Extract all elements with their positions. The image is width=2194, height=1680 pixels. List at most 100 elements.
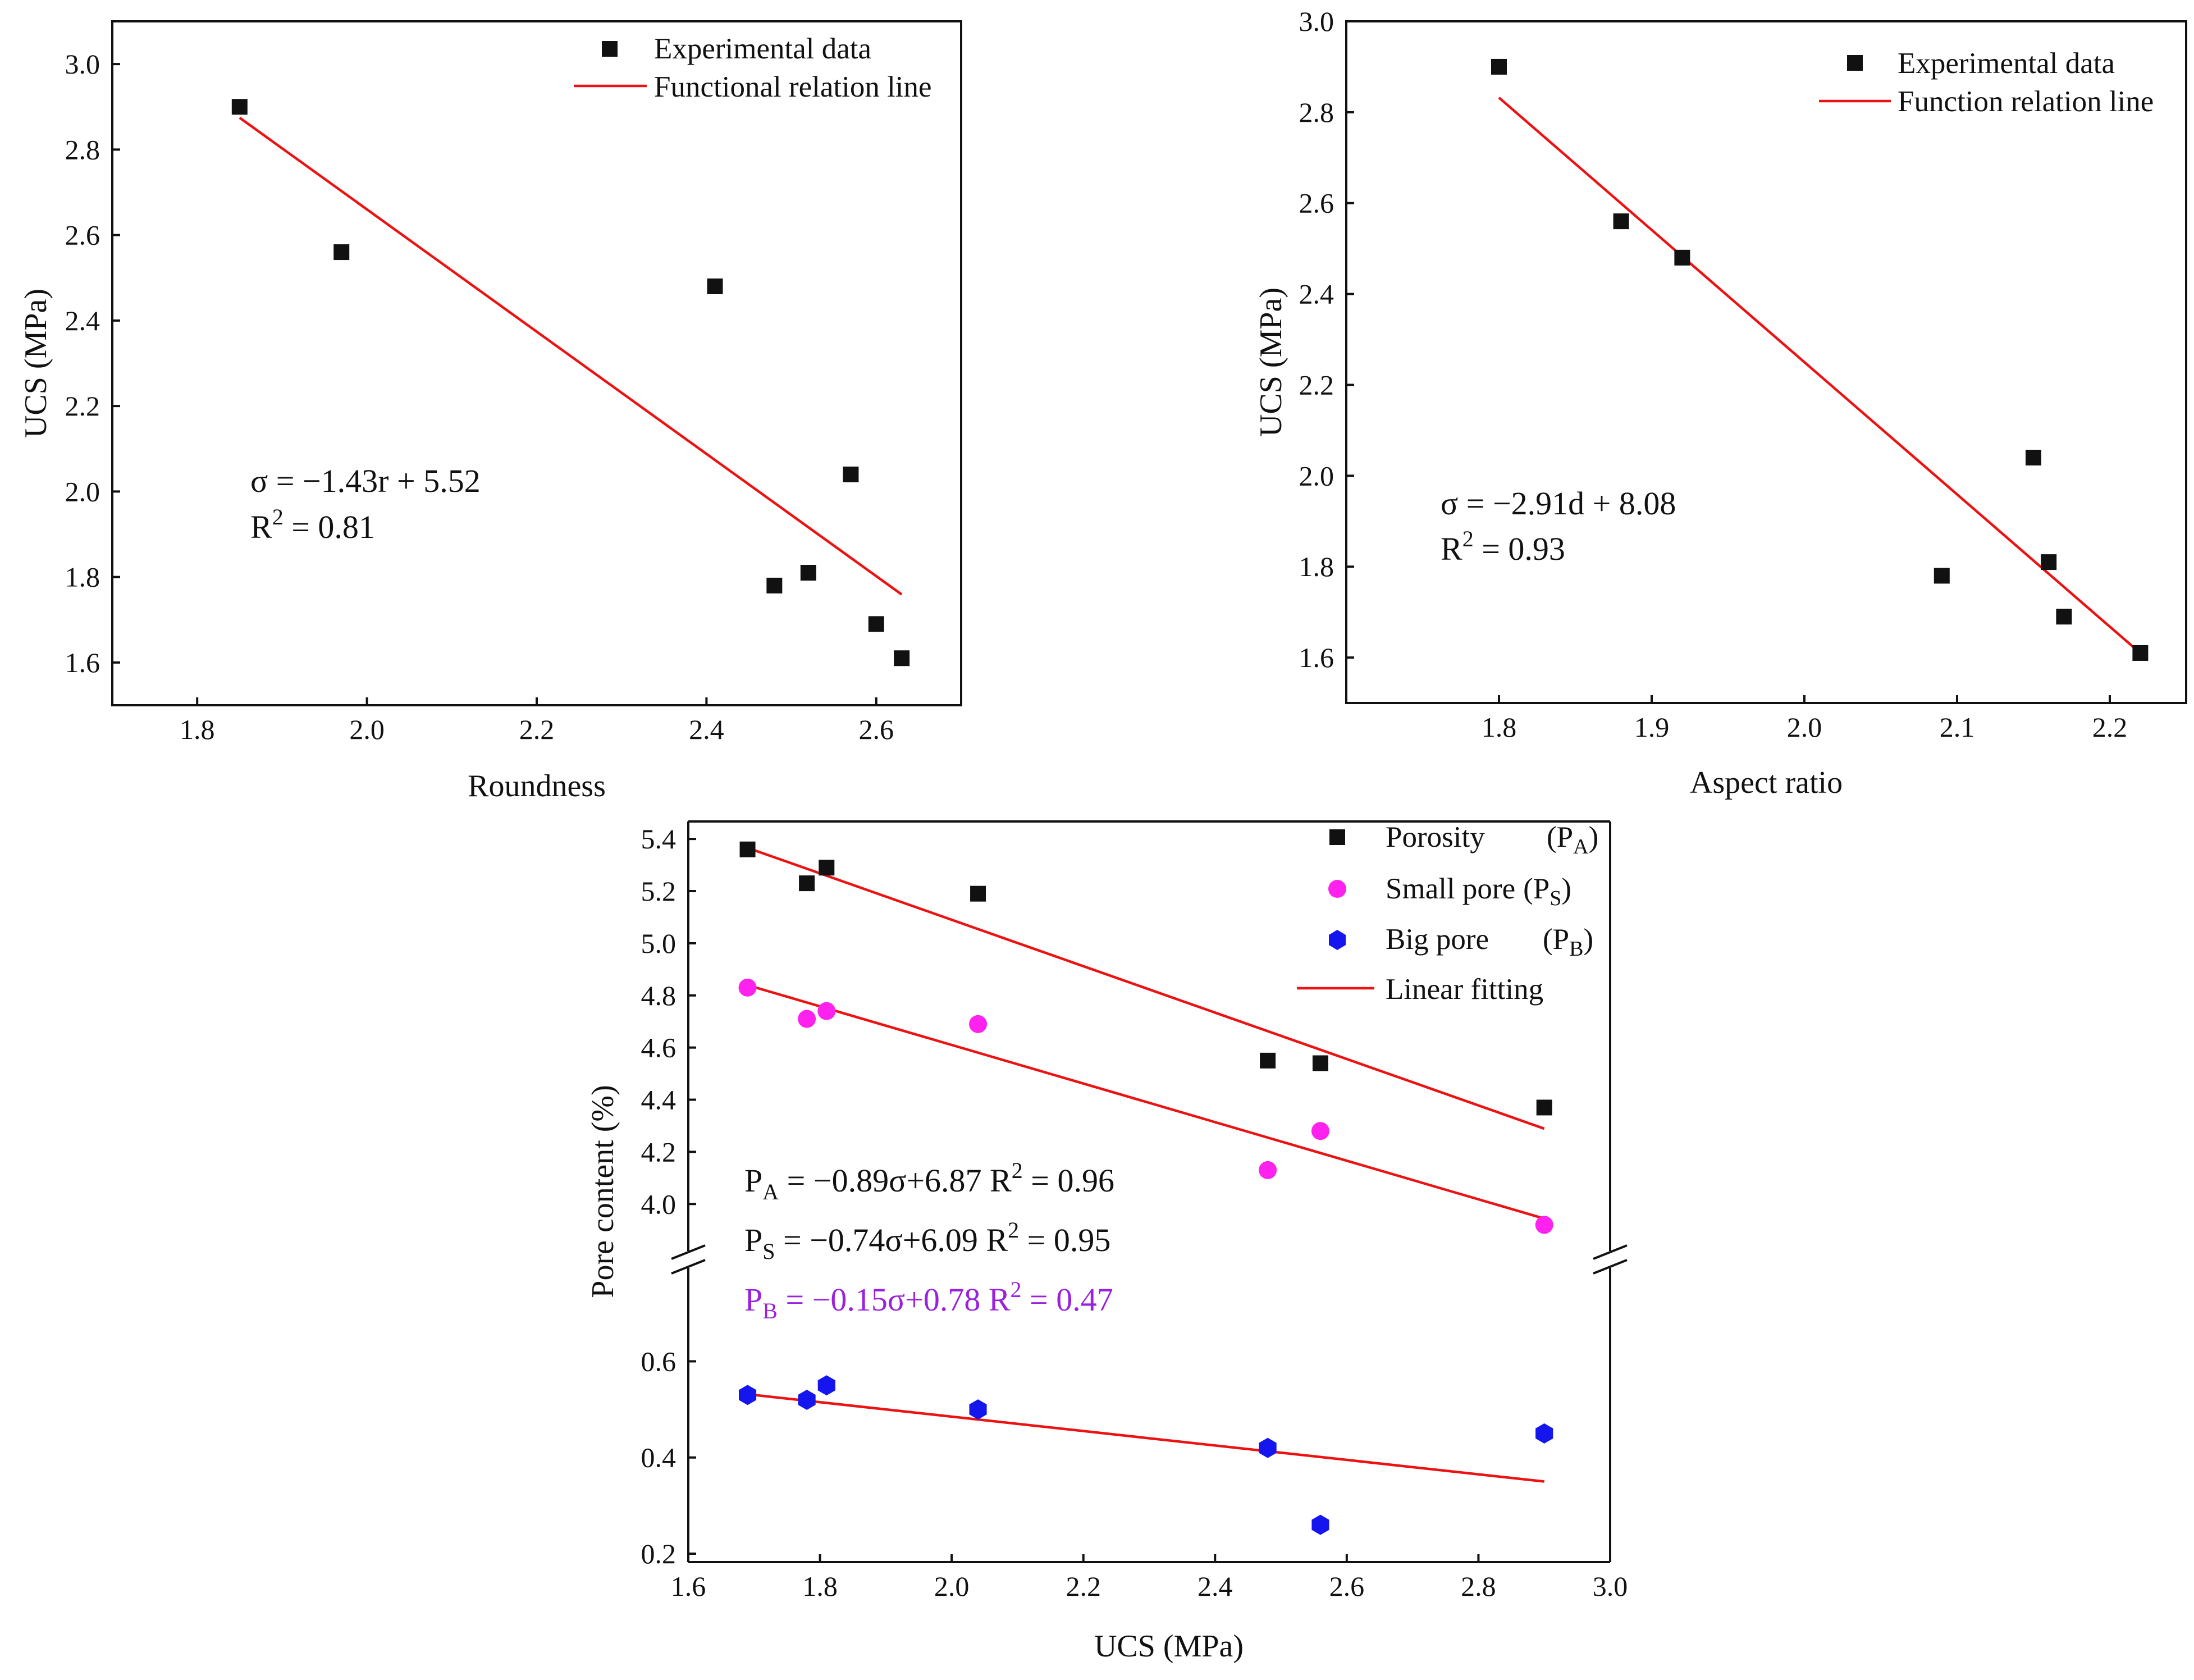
legend-big-pore-paren-close: ) [1584, 923, 1594, 956]
data-point [707, 278, 723, 294]
x-axis-label: Roundness [468, 769, 606, 804]
legend-porosity: Porosity (PA) [1386, 821, 1598, 859]
data-point-hexagon [798, 1390, 816, 1410]
legend-small-pore-label: Small pore [1386, 873, 1515, 905]
equation-ps: PS = −0.74σ+6.09 R2 = 0.95 [744, 1217, 1110, 1264]
legend-big-pore: Big pore (PB) [1386, 923, 1593, 961]
data-point [1491, 58, 1507, 75]
equation-line-1: σ = −2.91d + 8.08 [1441, 485, 1676, 522]
x-tick-label: 2.2 [2092, 711, 2128, 743]
data-point-square [1260, 1052, 1276, 1069]
legend-points-label: Experimental data [654, 33, 871, 65]
x-tick-label: 1.6 [671, 1571, 706, 1602]
x-tick-label: 2.6 [859, 714, 894, 745]
eq-ps-rhs: = −0.74σ+6.09 R [775, 1222, 1008, 1258]
legend-small-pore-paren-open: (P [1523, 873, 1549, 905]
x-tick-label: 2.0 [349, 714, 385, 745]
plot-frame [111, 20, 962, 706]
legend-porosity-label: Porosity [1386, 821, 1485, 853]
x-tick-label: 2.0 [1787, 711, 1822, 743]
data-point-square [1536, 1099, 1552, 1116]
y-tick-label: 0.6 [641, 1345, 677, 1377]
equation-pa: PA = −0.89σ+6.87 R2 = 0.96 [744, 1158, 1114, 1204]
legend-square-marker [1847, 55, 1863, 71]
fit-line [239, 116, 903, 596]
legend-porosity-paren-close: ) [1589, 821, 1599, 853]
x-tick-label: 1.8 [1482, 711, 1517, 743]
legend: Experimental data Functional relation li… [574, 33, 932, 103]
legend-linear-fitting: Linear fitting [1386, 973, 1543, 1006]
equation-line-1: σ = −1.43r + 5.52 [250, 463, 481, 499]
plot-frame [671, 820, 1628, 1563]
x-tick-label: 2.8 [1461, 1571, 1496, 1602]
data-point-square [799, 875, 815, 892]
data-point-square [739, 841, 756, 857]
legend-square-marker [602, 41, 618, 57]
data-point-circle [1311, 1122, 1329, 1140]
data-point-hexagon [1311, 1514, 1329, 1535]
data-point [868, 616, 884, 632]
y-tick-label: 2.6 [1299, 188, 1334, 219]
y-tick-label: 1.8 [65, 561, 100, 593]
data-point [800, 565, 816, 581]
x-tick-label: 2.4 [689, 714, 724, 745]
y-tick-label: 5.0 [641, 928, 677, 959]
eq-pb-p: P [744, 1281, 762, 1318]
data-point [766, 577, 783, 594]
x-ticks: 1.8 2.0 2.2 2.4 2.6 [180, 697, 894, 745]
eq-ps-sub: S [762, 1239, 775, 1264]
fit-lines [747, 846, 1545, 1483]
y-tick-label: 2.8 [65, 134, 100, 165]
y-tick-label: 1.6 [65, 647, 100, 678]
axis-break-right-2 [1593, 1259, 1628, 1275]
x-tick-label: 1.8 [180, 714, 215, 745]
data-point-square [970, 885, 986, 902]
y-tick-label: 0.2 [641, 1538, 677, 1569]
y-tick-label: 2.2 [1299, 369, 1334, 400]
y-tick-label: 4.2 [641, 1136, 677, 1167]
eq-pb-sup: 2 [1011, 1277, 1022, 1302]
equation-pb: PB = −0.15σ+0.78 R2 = 0.47 [744, 1277, 1113, 1323]
eq-ps-p: P [744, 1222, 762, 1258]
fit-line-ps [747, 984, 1545, 1220]
fit-line-pa [747, 846, 1545, 1130]
plot-frame [1345, 20, 2187, 704]
y-tick-label: 2.4 [65, 305, 100, 336]
y-tick-label: 2.8 [1299, 97, 1334, 128]
data-point-hexagon [1259, 1437, 1277, 1458]
data-point [2026, 449, 2041, 465]
legend: Experimental data Function relation line [1819, 47, 2154, 118]
r2-label: R [250, 509, 272, 545]
x-tick-label: 2.0 [934, 1571, 970, 1602]
y-ticks: 4.0 4.2 4.4 4.6 4.8 5.0 5.2 5.4 0.2 0.4 0.6 [641, 823, 696, 1569]
equation-rhs: = −1.43r + 5.52 [268, 463, 480, 499]
data-point-circle [1535, 1216, 1553, 1234]
eq-pb-sub: B [762, 1298, 778, 1323]
axis-break-left-1 [671, 1244, 706, 1260]
legend: Porosity (PA) Small pore (PS) Big pore (PB)… [1297, 821, 1598, 1006]
equation-lhs: σ [1441, 485, 1458, 522]
data-point-hexagon [969, 1399, 987, 1420]
x-ticks: 1.8 1.9 2.0 2.1 2.2 [1482, 695, 2128, 743]
data-points [231, 99, 910, 666]
x-tick-label: 2.4 [1197, 1571, 1233, 1602]
data-point [894, 650, 910, 666]
x-axis-label: UCS (MPa) [1094, 1629, 1244, 1664]
r2-sup: 2 [1462, 526, 1474, 551]
eq-pa-sup: 2 [1012, 1158, 1023, 1183]
legend-small-pore-sub: S [1549, 887, 1561, 910]
y-tick-label: 2.0 [65, 476, 100, 507]
y-tick-label: 2.6 [65, 220, 100, 251]
axis-break-left-2 [671, 1259, 706, 1275]
legend-big-pore-paren-open: (P [1543, 923, 1569, 956]
data-point [2056, 609, 2072, 625]
equations: PA = −0.89σ+6.87 R2 = 0.96 PS = −0.74σ+6… [744, 1158, 1114, 1323]
x-ticks: 1.6 1.8 2.0 2.2 2.4 2.6 2.8 3.0 [671, 1554, 1628, 1602]
r-squared: R2 = 0.81 [250, 504, 375, 545]
legend-hexagon-marker [1329, 930, 1346, 950]
legend-small-pore-paren-close: ) [1561, 873, 1571, 905]
y-tick-label: 2.4 [1299, 279, 1334, 310]
legend-big-pore-sub: B [1569, 937, 1583, 961]
r-squared: R2 = 0.93 [1441, 526, 1565, 567]
